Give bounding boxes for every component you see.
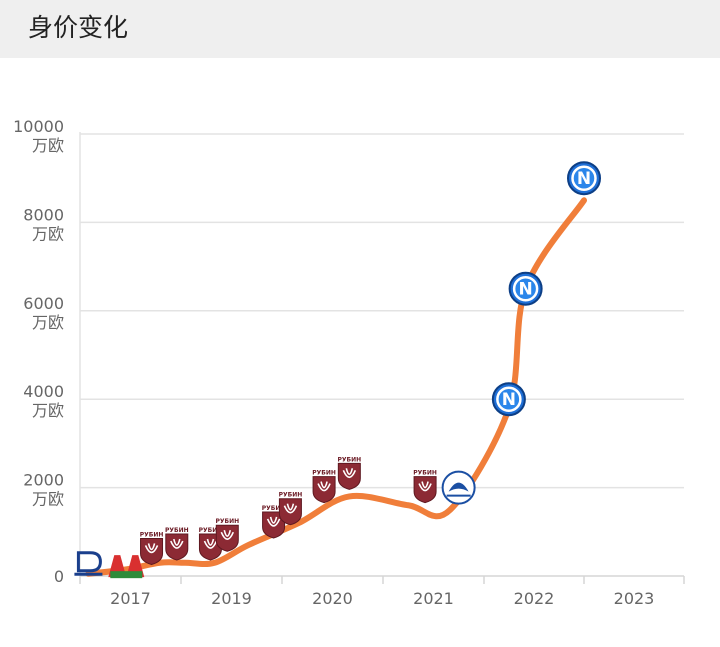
rubin-logo: РУБИН <box>413 470 437 504</box>
rubin-emblem <box>342 468 357 479</box>
header-bar: 身价变化 <box>0 0 720 58</box>
y-tick-unit-2000: 万欧 <box>32 490 64 509</box>
y-tick-label-10000: 10000 <box>13 117 64 136</box>
rubin-logo-text: РУБИН <box>215 518 239 525</box>
rubin-shield <box>413 476 437 504</box>
rubin-logo: РУБИН <box>312 470 336 504</box>
y-tick-label-4000: 4000 <box>23 382 64 401</box>
rubin-emblem <box>266 516 281 527</box>
napoli-logo-text: N <box>519 280 533 300</box>
napoli-logo: N <box>567 161 601 196</box>
series-line-0 <box>85 197 587 577</box>
napoli-logo: N <box>491 382 526 417</box>
rubin-emblem <box>283 503 298 514</box>
rubin-logo-text: РУБИН <box>165 527 189 534</box>
rubin-logo-text: РУБИН <box>413 470 437 477</box>
rubin-shield <box>140 537 164 565</box>
series-group <box>85 197 587 577</box>
y-tick-label-2000: 2000 <box>23 471 64 490</box>
napoli-inner <box>571 165 597 191</box>
page-title: 身价变化 <box>28 13 129 42</box>
rubin-shield <box>262 511 286 539</box>
rubin-shield <box>312 476 336 504</box>
y-tick-label-0: 0 <box>54 567 64 586</box>
dinamo-batumi-logo <box>441 470 476 505</box>
x-tick-label-2022: 2022 <box>514 589 555 608</box>
rubin-logo: РУБИН <box>262 505 286 539</box>
market-value-chart: 0 2000 万欧 4000 万欧 6000 万欧 8000 万欧 10000 万欧 2017 201… <box>0 58 720 647</box>
rubin-emblem <box>317 481 331 492</box>
rubin-logo: РУБИН <box>140 531 164 565</box>
x-tick-label-2019: 2019 <box>211 589 252 608</box>
y-tick-label-8000: 8000 <box>23 205 64 224</box>
rubin-logo: РУБИН <box>278 492 303 526</box>
lokomotiv-logo <box>108 555 145 579</box>
napoli-logo-text: N <box>502 390 516 410</box>
rubin-logo-text: РУБИН <box>262 505 286 512</box>
rubin-emblem <box>144 543 159 554</box>
rubin-logo-text: РУБИН <box>140 531 164 538</box>
rubin-shield <box>215 524 239 552</box>
dinamo-minsk-d <box>76 551 102 573</box>
rubin-logo-text: РУБИН <box>279 492 303 499</box>
batumi-emblem <box>448 482 469 492</box>
dinamo-minsk-logo <box>74 551 103 576</box>
y-tick-label-6000: 6000 <box>23 294 64 313</box>
rubin-logo: РУБИН <box>337 456 362 490</box>
rubin-emblem <box>418 481 432 492</box>
x-tick-label-2021: 2021 <box>413 589 454 608</box>
rubin-emblem <box>170 538 184 549</box>
rubin-shield <box>337 462 361 490</box>
x-axis: 2017 2019 2020 2021 2022 2023 <box>79 575 685 608</box>
rubin-emblem <box>203 538 218 549</box>
rubin-emblem <box>220 530 235 540</box>
grid-lines <box>79 132 684 576</box>
rubin-logo: РУБИН <box>215 518 239 552</box>
napoli-logo-text: N <box>577 169 591 189</box>
lokomotiv-base <box>110 571 143 579</box>
rubin-logo-text: РУБИН <box>312 470 336 477</box>
rubin-shield <box>165 533 189 561</box>
napoli-inner <box>496 386 522 412</box>
y-tick-unit-6000: 万欧 <box>32 313 64 332</box>
x-tick-label-2023: 2023 <box>614 589 655 608</box>
rubin-logo: РУБИН <box>165 527 189 561</box>
x-tick-label-2020: 2020 <box>312 589 353 608</box>
dinamo-minsk-bar <box>74 572 103 576</box>
y-tick-unit-4000: 万欧 <box>32 401 64 420</box>
y-tick-unit-10000: 万欧 <box>32 136 64 155</box>
x-tick-label-2017: 2017 <box>110 589 151 608</box>
napoli-inner <box>512 275 539 302</box>
y-tick-unit-8000: 万欧 <box>32 224 64 243</box>
rubin-logo-text: РУБИН <box>338 456 362 463</box>
napoli-logo: N <box>508 271 543 306</box>
rubin-shield <box>278 498 302 526</box>
rubin-logo-text: РУБИН <box>199 527 223 534</box>
